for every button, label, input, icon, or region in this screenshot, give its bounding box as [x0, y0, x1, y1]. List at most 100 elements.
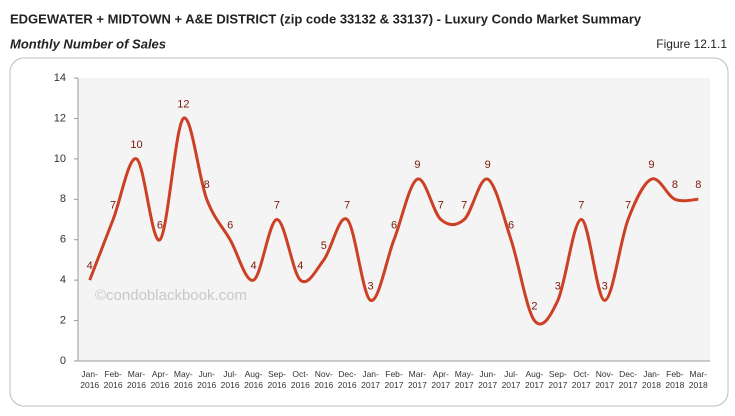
x-tick-label-line: 2016: [104, 380, 123, 390]
data-label: 3: [368, 280, 374, 292]
data-label: 6: [508, 220, 514, 232]
x-tick-label: Mar-2017: [408, 369, 427, 390]
x-tick-label-line: 2016: [338, 380, 357, 390]
chart-subtitle: Monthly Number of Sales: [10, 36, 166, 51]
x-tick-label-line: 2017: [595, 380, 614, 390]
y-tick-label: 6: [60, 234, 66, 246]
x-tick-label: Nov-2016: [314, 369, 333, 390]
x-tick-label-line: 2017: [619, 380, 638, 390]
x-tick-label: Apr-2016: [150, 369, 169, 390]
x-tick-label: Dec-2016: [338, 369, 357, 390]
x-tick-label-line: Mar-: [409, 369, 427, 379]
x-tick-label-line: Sep-: [268, 369, 286, 379]
data-label: 3: [602, 280, 608, 292]
data-label: 7: [625, 199, 631, 211]
x-tick-label-line: Dec-: [619, 369, 637, 379]
x-tick-label-line: Apr-: [433, 369, 449, 379]
x-tick-label-line: 2017: [548, 380, 567, 390]
x-tick-label: Nov-2017: [595, 369, 614, 390]
x-tick-label-line: 2018: [642, 380, 661, 390]
y-tick-label: 4: [60, 274, 66, 286]
x-tick-label: Aug-2017: [525, 369, 544, 390]
data-label: 2: [531, 300, 537, 312]
data-label: 12: [177, 98, 189, 110]
x-tick-label-line: Feb-: [104, 369, 122, 379]
x-tick-label-line: 2017: [361, 380, 380, 390]
data-label: 8: [204, 179, 210, 191]
data-label: 9: [414, 159, 420, 171]
x-tick-label-line: Feb-: [666, 369, 684, 379]
x-tick-label-line: 2017: [525, 380, 544, 390]
x-tick-label-line: Nov-: [315, 369, 333, 379]
y-tick-label: 8: [60, 193, 66, 205]
data-label: 5: [321, 240, 327, 252]
x-tick-label-line: Jun-: [198, 369, 215, 379]
x-tick-label: Sep-2017: [548, 369, 567, 390]
x-tick-label-line: Oct-: [573, 369, 589, 379]
data-label: 8: [695, 179, 701, 191]
x-tick-label-line: Jun-: [479, 369, 496, 379]
y-tick-label: 12: [54, 112, 66, 124]
x-tick-label: Sep-2016: [268, 369, 287, 390]
y-tick-label: 10: [54, 153, 66, 165]
data-label: 6: [227, 220, 233, 232]
chart-title: EDGEWATER + MIDTOWN + A&E DISTRICT (zip …: [10, 11, 642, 26]
x-tick-label-line: Jan-: [81, 369, 98, 379]
x-tick-label-line: Sep-: [549, 369, 567, 379]
x-tick-label-line: 2017: [502, 380, 521, 390]
x-tick-label-line: 2016: [174, 380, 193, 390]
x-tick-label-line: 2016: [221, 380, 240, 390]
data-label: 10: [130, 139, 142, 151]
y-tick-label: 2: [60, 314, 66, 326]
x-tick-label: Mar-2016: [127, 369, 146, 390]
x-tick-label: Jun-2017: [478, 369, 497, 390]
x-tick-label-line: 2017: [408, 380, 427, 390]
x-tick-label-line: 2017: [455, 380, 474, 390]
x-tick-label: Jan-2017: [361, 369, 380, 390]
x-tick-label: Feb-2018: [665, 369, 684, 390]
x-tick-label: Feb-2016: [104, 369, 123, 390]
x-tick-label-line: May-: [174, 369, 193, 379]
x-tick-label-line: 2016: [314, 380, 333, 390]
x-tick-label: Mar-2018: [689, 369, 708, 390]
x-tick-label: Oct-2017: [572, 369, 591, 390]
x-tick-label: Jan-2016: [80, 369, 99, 390]
x-tick-label-line: May-: [455, 369, 474, 379]
data-label: 7: [438, 199, 444, 211]
data-label: 7: [110, 199, 116, 211]
x-tick-label: Jul-2017: [502, 369, 521, 390]
data-label: 9: [485, 159, 491, 171]
x-tick-label-line: 2016: [291, 380, 310, 390]
x-tick-label-line: Feb-: [385, 369, 403, 379]
data-line: [88, 116, 699, 326]
data-label: 4: [297, 260, 303, 272]
figure-label: Figure 12.1.1: [656, 37, 727, 51]
x-tick-label-line: 2016: [127, 380, 146, 390]
x-tick-label-line: Jan-: [362, 369, 379, 379]
x-tick-label-line: Apr-: [152, 369, 168, 379]
x-tick-label-line: Jan-: [643, 369, 660, 379]
x-tick-label-line: Mar-: [690, 369, 708, 379]
data-label: 4: [87, 260, 93, 272]
data-label: 8: [672, 179, 678, 191]
x-tick-label-line: Jul-: [223, 369, 237, 379]
x-tick-label-line: 2018: [689, 380, 708, 390]
x-tick-label-line: 2016: [268, 380, 287, 390]
watermark: ©condoblackbook.com: [95, 287, 247, 304]
y-tick-label: 14: [54, 72, 66, 84]
x-tick-label-line: 2017: [385, 380, 404, 390]
plot-area: [78, 78, 710, 361]
data-label: 6: [391, 220, 397, 232]
x-tick-label-line: 2016: [80, 380, 99, 390]
x-tick-label-line: Mar-: [128, 369, 146, 379]
x-tick-label-line: Aug-: [245, 369, 263, 379]
x-tick-label: Jan-2018: [642, 369, 661, 390]
x-tick-label: Feb-2017: [385, 369, 404, 390]
x-tick-label: Aug-2016: [244, 369, 263, 390]
data-label: 3: [555, 280, 561, 292]
x-tick-label-line: 2017: [572, 380, 591, 390]
data-label: 7: [344, 199, 350, 211]
data-label: 9: [648, 159, 654, 171]
